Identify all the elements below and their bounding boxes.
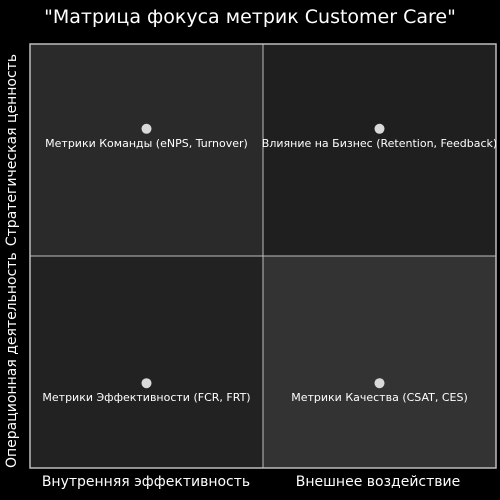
- x-category-label-left: Внутренняя эффективность: [41, 474, 251, 490]
- data-point-2: [374, 123, 385, 134]
- plot-frame: [29, 43, 497, 469]
- data-label-4: Метрики Качества (CSAT, CES): [291, 391, 468, 404]
- data-label-3: Метрики Эффективности (FCR, FRT): [42, 391, 250, 404]
- quadrant-bottom-right: [263, 256, 496, 468]
- data-point-1: [141, 123, 152, 134]
- data-point-4: [374, 378, 385, 389]
- data-label-2: Влияние на Бизнес (Retention, Feedback): [262, 137, 497, 150]
- data-label-1: Метрики Команды (eNPS, Turnover): [45, 137, 248, 150]
- quadrant-bottom-left: [30, 256, 263, 468]
- y-category-label-top: Стратегическая ценность: [4, 53, 20, 247]
- quadrant-top-left: [30, 44, 263, 256]
- quadrant-top-right: [263, 44, 496, 256]
- chart-title: "Матрица фокуса метрик Customer Care": [44, 6, 456, 28]
- y-category-label-bottom: Операционная деятельность: [4, 252, 20, 468]
- x-category-label-right: Внешнее воздействие: [295, 474, 461, 490]
- data-point-3: [141, 378, 152, 389]
